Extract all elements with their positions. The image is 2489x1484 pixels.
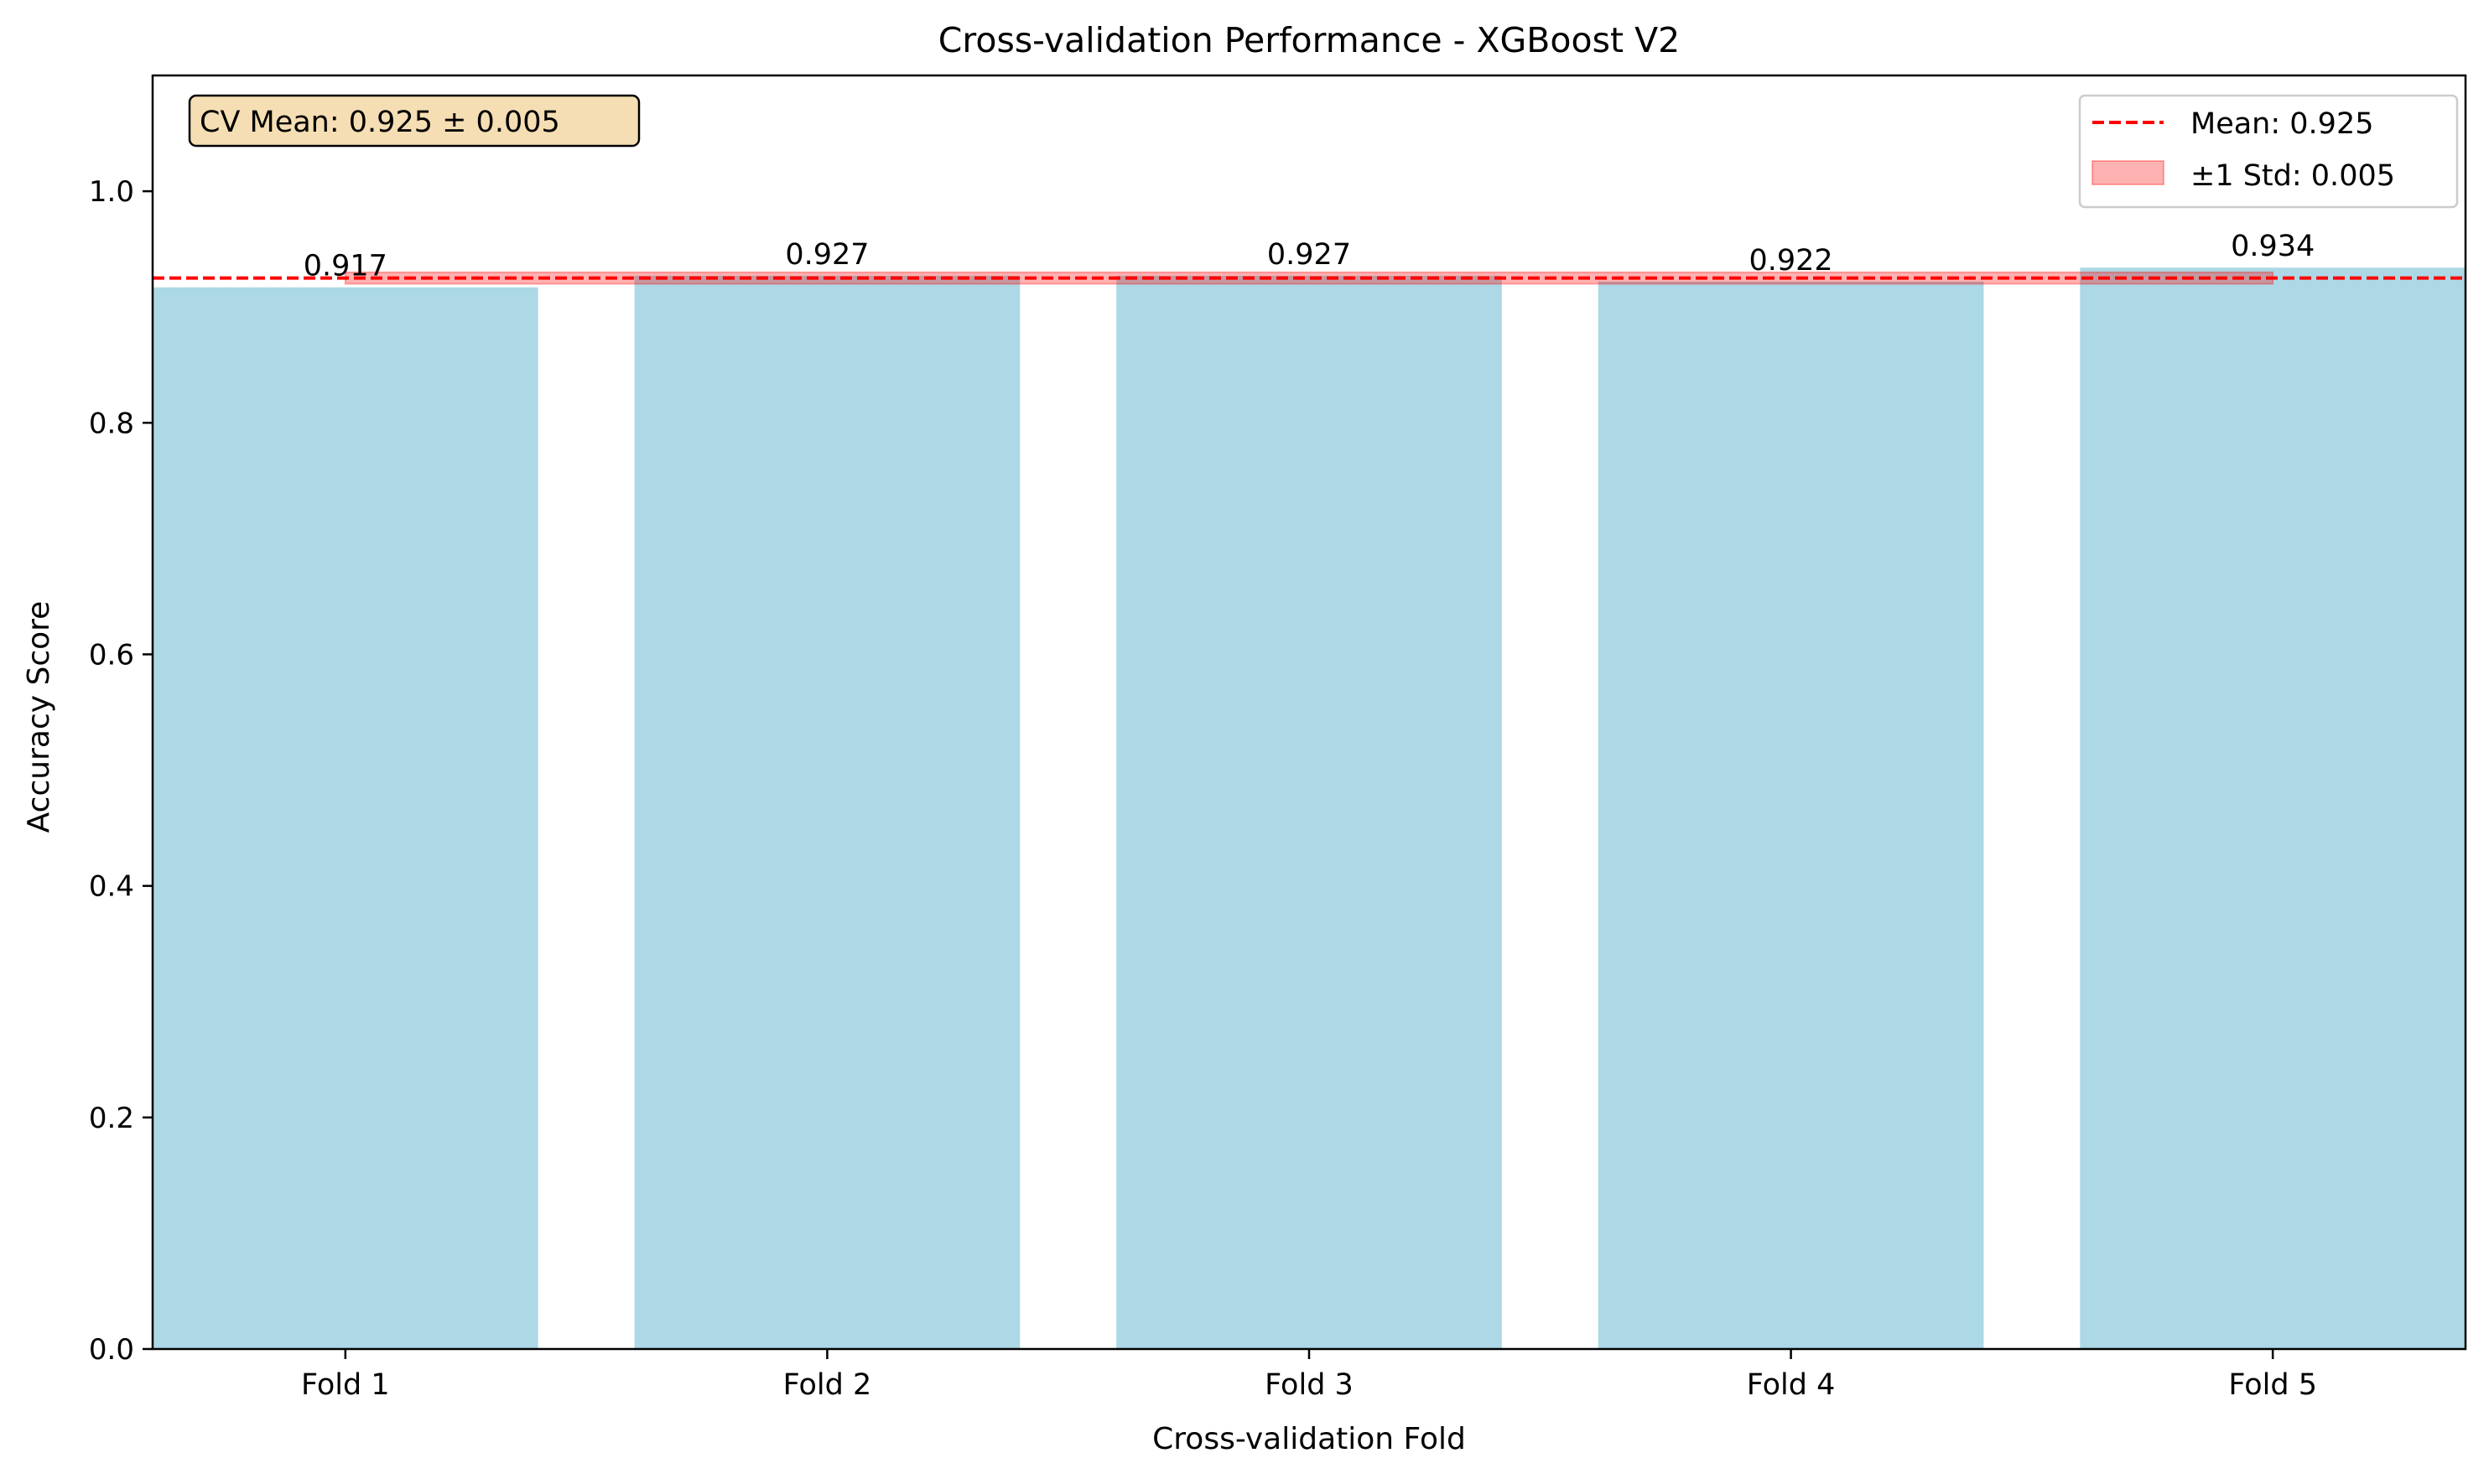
legend-std-label: ±1 Std: 0.005 [2190,159,2395,193]
legend-mean-label: Mean: 0.925 [2190,107,2373,141]
bars-layer [153,267,2466,1350]
y-tick-label: 0.0 [89,1333,134,1367]
overlay-layer [153,271,2466,285]
y-tick-label: 0.6 [89,638,134,672]
bar-fold-2 [634,275,1021,1350]
value-label-fold-4: 0.922 [1749,244,1832,278]
value-label-fold-3: 0.927 [1267,238,1351,272]
bar-fold-5 [2080,267,2466,1349]
legend-std-band-icon [2091,160,2164,185]
value-label-fold-5: 0.934 [2231,230,2315,263]
bar-fold-1 [153,287,538,1350]
y-tick-label: 0.4 [89,870,134,904]
x-tick-label-fold-5: Fold 5 [2228,1368,2317,1402]
stats-annotation-box [188,94,641,148]
y-axis-label: Accuracy Score [22,601,56,833]
x-tick-label-fold-4: Fold 4 [1747,1368,1836,1402]
y-tick-label: 1.0 [89,175,134,209]
chart-title: Cross-validation Performance - XGBoost V… [938,20,1680,60]
bar-fold-4 [1598,281,1984,1350]
value-label-fold-1: 0.917 [304,250,387,283]
bar-fold-3 [1116,275,1502,1350]
legend-frame [2078,94,2459,209]
x-tick-label-fold-1: Fold 1 [301,1368,390,1402]
x-axis-label: Cross-validation Fold [1152,1422,1466,1456]
stats-annotation: CV Mean: 0.925 ± 0.005 [188,94,641,148]
stats-annotation-text: CV Mean: 0.925 ± 0.005 [200,106,560,139]
y-tick-label: 0.2 [89,1102,134,1135]
x-tick-label-fold-2: Fold 2 [783,1368,872,1402]
axes-layer: 0.0 0.2 0.4 0.6 0.8 1.0 Fold 1 Fold 2 Fold 3 Fold… [89,74,2467,1402]
value-label-fold-2: 0.927 [785,238,869,272]
x-tick-label-fold-3: Fold 3 [1265,1368,1354,1402]
legend: Mean: 0.925 ±1 Std: 0.005 [2078,94,2459,209]
labels-layer: 0.917 0.927 0.927 0.922 0.934 [304,230,2315,283]
y-tick-label: 0.8 [89,407,134,440]
